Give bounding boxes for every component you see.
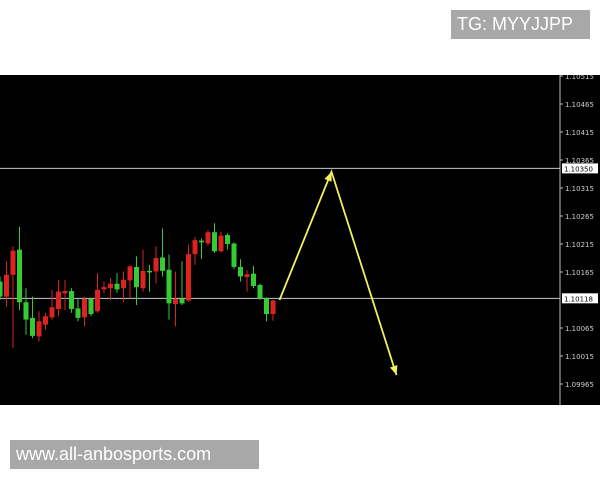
price-level-box — [562, 163, 598, 174]
y-tick-label: 1.10165 — [565, 269, 594, 277]
candle-body — [205, 232, 211, 244]
candle-body — [192, 240, 198, 255]
candle-body — [218, 235, 224, 252]
candle-body — [212, 232, 217, 252]
candle-body — [147, 270, 152, 273]
candle-body — [88, 298, 94, 314]
candle-body — [140, 270, 146, 289]
arrow-head-up-icon — [324, 171, 332, 182]
candle-body — [251, 273, 256, 286]
y-tick-label: 1.10515 — [565, 75, 594, 81]
y-tick-label: 1.10215 — [565, 241, 594, 249]
candle-body — [153, 258, 159, 272]
candle-body — [166, 269, 172, 304]
y-tick-label: 1.10265 — [565, 213, 594, 221]
candle-body — [69, 291, 74, 309]
candle-body — [17, 249, 22, 303]
y-tick-label: 1.10065 — [565, 325, 594, 333]
candle-body — [95, 289, 100, 312]
y-tick-label: 1.10015 — [565, 353, 594, 361]
candle-body — [160, 257, 165, 271]
chart-background — [0, 75, 600, 405]
telegram-label: TG: MYYJJPP — [451, 10, 590, 39]
candle-body — [75, 308, 81, 318]
y-tick-label: 1.10415 — [565, 129, 594, 137]
candle-body — [231, 243, 237, 267]
candle-body — [186, 254, 191, 301]
candle-body — [257, 284, 263, 299]
candle-body — [82, 298, 87, 318]
candle-body — [270, 300, 276, 314]
candle-body — [62, 291, 68, 294]
price-level-box — [562, 293, 598, 304]
candle-body — [101, 287, 107, 290]
website-label: www.all-anbosports.com — [10, 440, 259, 469]
y-tick-label: 1.10365 — [565, 157, 594, 165]
candlestick-chart: 1.10515 1.10465 1.10415 1.10365 1.10315 1.102… — [0, 75, 600, 405]
y-tick-label: 1.10465 — [565, 101, 594, 109]
candle-body — [30, 317, 35, 336]
candle-body — [238, 266, 243, 277]
y-tick-label: 1.10315 — [565, 185, 594, 193]
candle-body — [23, 302, 29, 320]
price-level-label: 1.10350 — [564, 165, 593, 173]
candle-body — [4, 274, 9, 297]
candle-body — [225, 235, 230, 244]
y-tick-label: 1.09965 — [565, 381, 594, 389]
candle-body — [49, 307, 55, 318]
price-level-label: 1.10118 — [564, 295, 593, 303]
candle-body — [134, 266, 139, 288]
candle-body — [264, 298, 269, 314]
candle-body — [114, 283, 120, 290]
candle-body — [179, 298, 185, 304]
candle-body — [36, 321, 42, 337]
candle-body — [108, 283, 113, 289]
candle-body — [127, 266, 133, 281]
candle-body — [121, 279, 126, 289]
candle-body — [43, 316, 48, 325]
candle-body — [10, 250, 16, 275]
candle-body — [244, 274, 250, 278]
candle-body — [173, 298, 178, 304]
candle-body — [199, 240, 204, 243]
arrow-head-down-icon — [389, 365, 398, 376]
candle-body — [56, 291, 61, 309]
candle-body — [0, 281, 3, 297]
